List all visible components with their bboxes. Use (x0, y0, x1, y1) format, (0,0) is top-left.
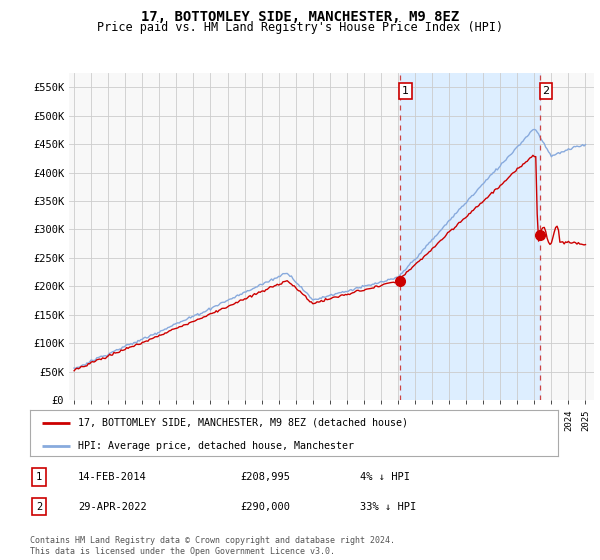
Text: 33% ↓ HPI: 33% ↓ HPI (360, 502, 416, 512)
Text: 1: 1 (36, 472, 42, 482)
Text: 2: 2 (36, 502, 42, 512)
Text: 2: 2 (542, 86, 550, 96)
Text: 29-APR-2022: 29-APR-2022 (78, 502, 147, 512)
Text: £208,995: £208,995 (240, 472, 290, 482)
Text: HPI: Average price, detached house, Manchester: HPI: Average price, detached house, Manc… (77, 441, 353, 451)
Text: 17, BOTTOMLEY SIDE, MANCHESTER, M9 8EZ (detached house): 17, BOTTOMLEY SIDE, MANCHESTER, M9 8EZ (… (77, 418, 407, 428)
Bar (400, 73, 540, 400)
Text: 1: 1 (402, 86, 409, 96)
Text: 17, BOTTOMLEY SIDE, MANCHESTER, M9 8EZ: 17, BOTTOMLEY SIDE, MANCHESTER, M9 8EZ (141, 10, 459, 24)
Text: Price paid vs. HM Land Registry's House Price Index (HPI): Price paid vs. HM Land Registry's House … (97, 21, 503, 34)
Text: Contains HM Land Registry data © Crown copyright and database right 2024.
This d: Contains HM Land Registry data © Crown c… (30, 536, 395, 556)
Text: 14-FEB-2014: 14-FEB-2014 (78, 472, 147, 482)
Text: £290,000: £290,000 (240, 502, 290, 512)
Text: 4% ↓ HPI: 4% ↓ HPI (360, 472, 410, 482)
